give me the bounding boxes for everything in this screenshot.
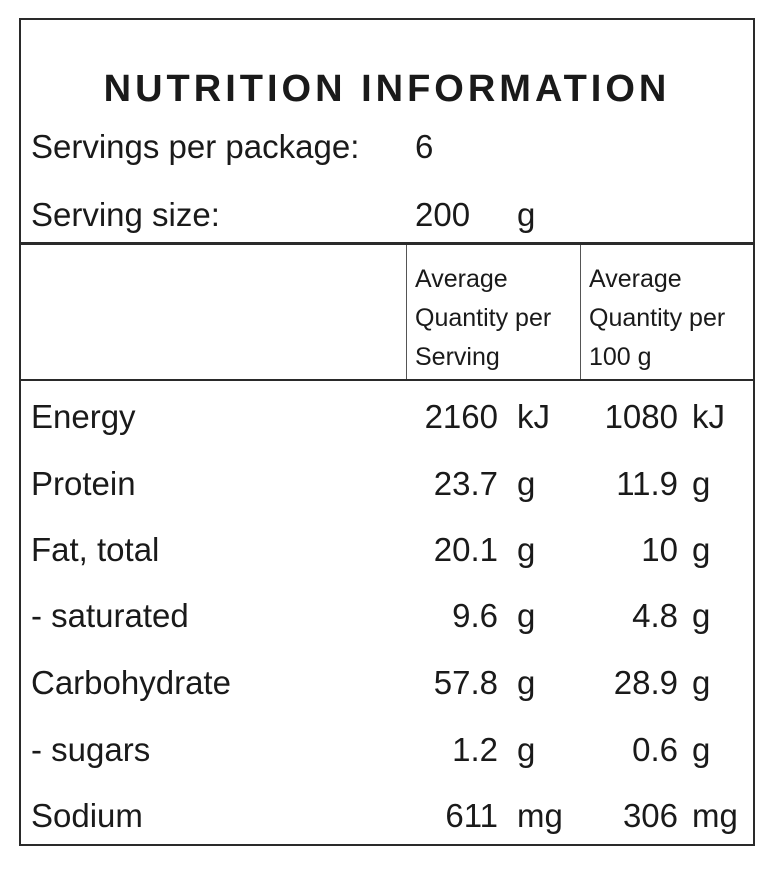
- per-serving-unit: g: [517, 664, 536, 701]
- nutrient-name: - sugars: [31, 731, 151, 768]
- per-serving-unit: mg: [517, 797, 563, 834]
- nutrient-row-saturated: - saturated 9.6 g 4.8 g: [21, 599, 753, 665]
- serving-size-label: Serving size:: [31, 196, 220, 233]
- nutrition-panel: NUTRITION INFORMATION Servings per packa…: [19, 18, 755, 846]
- per-100g-value: 0.6: [632, 731, 678, 768]
- servings-per-package-value: 6: [415, 128, 434, 165]
- per-100g-unit: mg: [692, 797, 738, 834]
- column-divider-2: [580, 245, 581, 379]
- nutrient-name: - saturated: [31, 597, 189, 634]
- column-header-line: Quantity per: [589, 304, 726, 332]
- per-100g-value: 28.9: [613, 664, 678, 701]
- nutrient-name: Protein: [31, 465, 136, 502]
- column-header-line: Average: [589, 265, 682, 293]
- nutrient-row-sugars: - sugars 1.2 g 0.6 g: [21, 733, 753, 799]
- per-serving-value: 2160: [424, 398, 498, 435]
- header-divider: [21, 242, 753, 245]
- per-100g-unit: g: [692, 731, 711, 768]
- column-header-line: 100 g: [589, 343, 652, 371]
- panel-title: NUTRITION INFORMATION: [103, 68, 671, 110]
- per-100g-unit: g: [692, 664, 711, 701]
- nutrient-row-sodium: Sodium 611 mg 306 mg: [21, 799, 753, 865]
- nutrient-row-protein: Protein 23.7 g 11.9 g: [21, 467, 753, 533]
- per-serving-unit: kJ: [517, 398, 550, 435]
- per-serving-value: 9.6: [452, 597, 498, 634]
- per-serving-unit: g: [517, 597, 536, 634]
- nutrient-name: Energy: [31, 398, 136, 435]
- column-header-per-100g: Average Quantity per 100 g: [589, 260, 759, 377]
- column-header-line: Average: [415, 265, 508, 293]
- per-serving-value: 20.1: [433, 531, 498, 568]
- per-100g-value: 4.8: [632, 597, 678, 634]
- per-100g-value: 11.9: [616, 465, 678, 502]
- per-serving-value: 611: [445, 797, 498, 834]
- per-100g-value: 1080: [604, 398, 678, 435]
- per-100g-unit: kJ: [692, 398, 725, 435]
- column-header-line: Quantity per: [415, 304, 552, 332]
- per-serving-unit: g: [517, 465, 536, 502]
- servings-per-package-label: Servings per package:: [31, 128, 360, 165]
- per-serving-value: 57.8: [433, 664, 498, 701]
- per-100g-unit: g: [692, 597, 711, 634]
- serving-size-unit: g: [517, 196, 536, 233]
- column-divider-1: [406, 245, 407, 379]
- serving-size-value: 200: [415, 196, 471, 233]
- column-header-line: Serving: [415, 343, 500, 371]
- per-serving-value: 23.7: [433, 465, 498, 502]
- per-serving-value: 1.2: [452, 731, 498, 768]
- per-100g-value: 306: [622, 797, 678, 834]
- nutrient-name: Sodium: [31, 797, 143, 834]
- nutrient-row-fat-total: Fat, total 20.1 g 10 g: [21, 533, 753, 599]
- per-serving-unit: g: [517, 731, 536, 768]
- column-header-divider: [21, 379, 753, 381]
- nutrient-row-carbohydrate: Carbohydrate 57.8 g 28.9 g: [21, 666, 753, 732]
- nutrient-name: Fat, total: [31, 531, 160, 568]
- nutrient-row-energy: Energy 2160 kJ 1080 kJ: [21, 400, 753, 466]
- per-100g-unit: g: [692, 531, 711, 568]
- per-serving-unit: g: [517, 531, 536, 568]
- per-100g-value: 10: [641, 531, 678, 568]
- per-100g-unit: g: [692, 465, 711, 502]
- nutrient-name: Carbohydrate: [31, 664, 231, 701]
- column-header-per-serving: Average Quantity per Serving: [415, 260, 585, 377]
